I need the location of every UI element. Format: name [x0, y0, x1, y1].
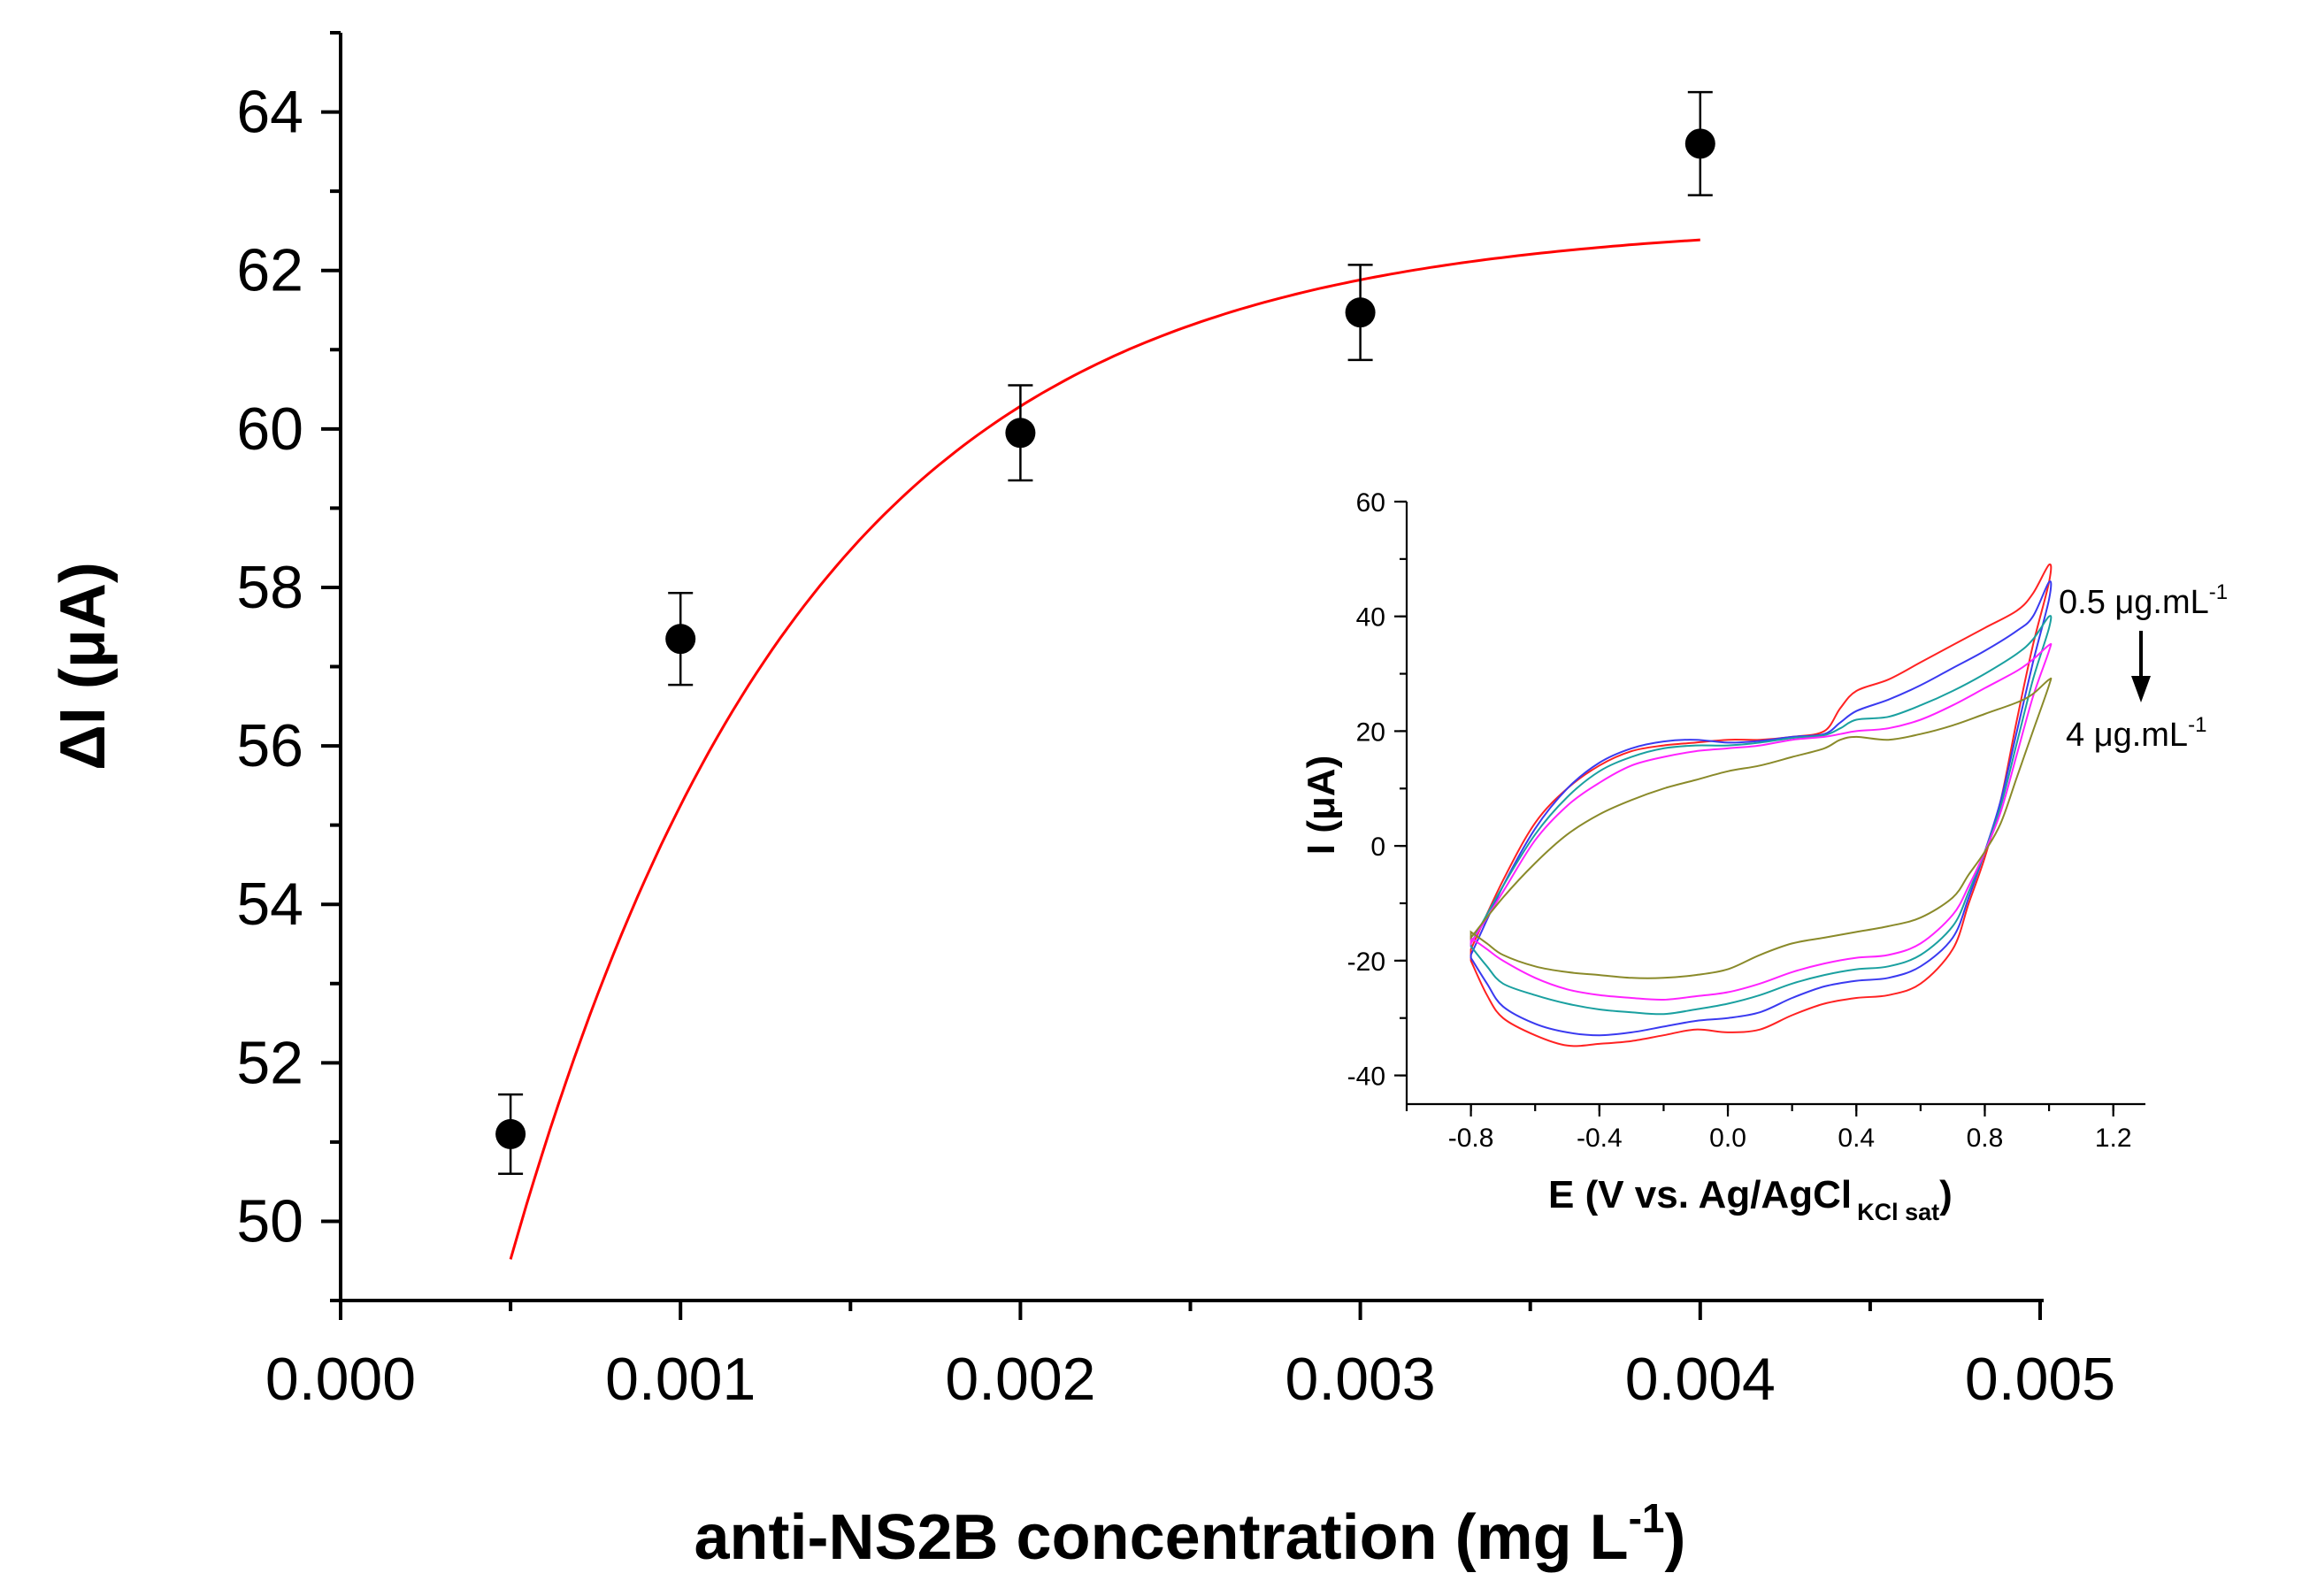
inset-y-tick-label: 40	[1356, 603, 1385, 633]
inset-annotation-top-sup: -1	[2209, 580, 2228, 604]
inset-y-tick-label: -20	[1347, 948, 1385, 977]
arrow-down-icon	[2131, 631, 2151, 702]
inset-plot: -0.8 -0.4 0.0 0.4 0.8 1.2 60 40 20 0 -20 -40 I (μA)…	[1300, 488, 2228, 1225]
y-tick-label: 64	[236, 79, 303, 146]
y-tick-label: 60	[236, 395, 303, 463]
inset-x-axis-title: E (V vs. Ag/AgCl KCl sat)	[1548, 1173, 1953, 1225]
x-tick-label: 0.000	[265, 1346, 416, 1413]
inset-x-axis-title-main: E (V vs. Ag/AgCl	[1548, 1173, 1852, 1216]
x-axis-title: anti-NS2B concentration (mg L-1)	[694, 1495, 1686, 1573]
x-tick-label: 0.002	[945, 1346, 1095, 1413]
x-tick-label: 0.003	[1285, 1346, 1436, 1413]
data-point	[665, 624, 696, 655]
inset-y-tick-label: -40	[1347, 1063, 1385, 1092]
data-point	[1345, 297, 1376, 328]
inset-y-axis-title: I (μA)	[1300, 756, 1343, 855]
fit-curve	[509, 238, 1700, 1260]
inset-annotation-top: 0.5 μg.mL-1	[2059, 580, 2228, 621]
inset-y-tick-label: 60	[1356, 488, 1385, 518]
inset-x-tick-label: -0.4	[1577, 1124, 1623, 1153]
inset-curves	[1469, 563, 2053, 1047]
cv-curve	[1469, 677, 2053, 979]
cv-curve	[1469, 563, 2053, 1047]
main-plot: 0.000 0.001 0.002 0.003 0.004 0.005 50 52 54 56 58…	[48, 31, 2115, 1573]
inset-annotation-bottom-text: 4 μg.mL	[2066, 717, 2188, 754]
inset-x-tick-label: 1.2	[2095, 1124, 2132, 1153]
main-ticks: 0.000 0.001 0.002 0.003 0.004 0.005 50 52 54 56 58…	[236, 31, 2115, 1413]
x-axis-title-close: )	[1664, 1502, 1685, 1573]
inset-y-tick-label: 20	[1356, 717, 1385, 747]
inset-x-tick-label: 0.0	[1709, 1124, 1746, 1153]
x-tick-label: 0.001	[605, 1346, 756, 1413]
inset-annotation-top-text: 0.5 μg.mL	[2059, 584, 2209, 621]
data-points	[495, 90, 1715, 1175]
y-tick-label: 54	[236, 871, 303, 938]
inset-annotation-bottom: 4 μg.mL-1	[2066, 713, 2206, 754]
inset-x-tick-label: -0.8	[1448, 1124, 1494, 1153]
cv-curve	[1469, 615, 2053, 1016]
data-point	[1684, 128, 1715, 159]
x-axis-title-main: anti-NS2B concentration (mg L	[694, 1502, 1629, 1573]
x-tick-label: 0.004	[1625, 1346, 1776, 1413]
y-tick-label: 52	[236, 1029, 303, 1096]
cv-curve	[1469, 642, 2053, 1001]
inset-y-tick-label: 0	[1370, 833, 1385, 862]
data-point	[1005, 418, 1036, 449]
inset-x-axis-title-close: )	[1939, 1173, 1953, 1216]
inset-x-axis-title-sub: KCl sat	[1857, 1199, 1939, 1225]
x-axis-title-sup: -1	[1629, 1495, 1665, 1541]
inset-x-tick-label: 0.4	[1838, 1124, 1875, 1153]
x-tick-label: 0.005	[1965, 1346, 2115, 1413]
y-tick-label: 56	[236, 712, 303, 779]
y-tick-label: 58	[236, 554, 303, 621]
y-tick-label: 50	[236, 1187, 303, 1255]
data-point	[495, 1118, 526, 1149]
inset-x-tick-label: 0.8	[1967, 1124, 2004, 1153]
inset-annotation-bottom-sup: -1	[2188, 713, 2206, 737]
inset-ticks: -0.8 -0.4 0.0 0.4 0.8 1.2 60 40 20 0 -20 -40	[1347, 488, 2132, 1153]
cv-curve	[1469, 580, 2053, 1037]
y-axis-title: ΔI (μA)	[48, 562, 119, 771]
y-tick-label: 62	[236, 237, 303, 304]
fit-line	[509, 238, 1700, 1260]
